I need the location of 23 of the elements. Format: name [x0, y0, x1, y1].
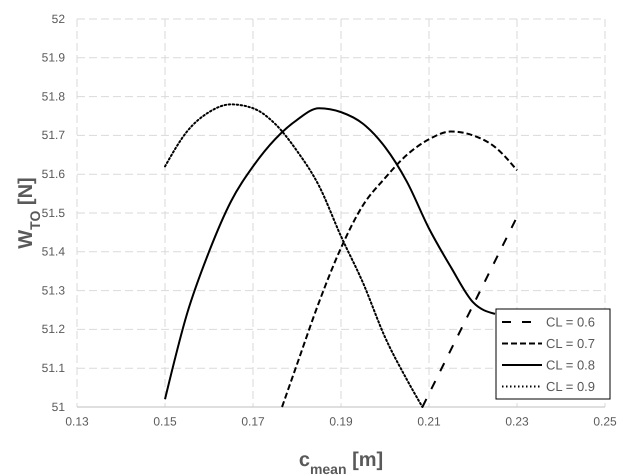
x-tick-label: 0.13	[65, 414, 89, 429]
y-tick-label: 51.4	[42, 244, 66, 259]
x-tick-label: 0.21	[417, 414, 441, 429]
y-tick-label: 51.6	[42, 167, 66, 182]
y-tick-label: 52	[52, 12, 66, 26]
y-tick-label: 51.1	[42, 361, 66, 376]
legend-label: CL = 0.8	[546, 358, 596, 372]
legend-label: CL = 0.6	[546, 314, 596, 330]
x-tick-label: 0.15	[153, 414, 177, 429]
y-tick-label: 51.2	[42, 322, 66, 336]
x-tick-label: 0.25	[593, 414, 617, 429]
y-tick-label: 51.8	[42, 89, 66, 104]
y-tick-label: 51	[52, 400, 66, 414]
y-tick-label: 51.3	[42, 283, 66, 298]
y-tick-label: 51.7	[42, 128, 66, 142]
legend-label: CL = 0.9	[546, 379, 596, 394]
x-tick-label: 0.17	[241, 414, 265, 429]
x-tick-label: 0.19	[329, 414, 353, 429]
legend-label: CL = 0.7	[546, 336, 596, 351]
y-tick-label: 51.5	[42, 206, 66, 220]
x-axis-title: c$_{mean}$ [m]	[298, 449, 384, 476]
x-tick-label: 0.23	[505, 414, 529, 429]
y-tick-label: 51.9	[42, 50, 66, 65]
